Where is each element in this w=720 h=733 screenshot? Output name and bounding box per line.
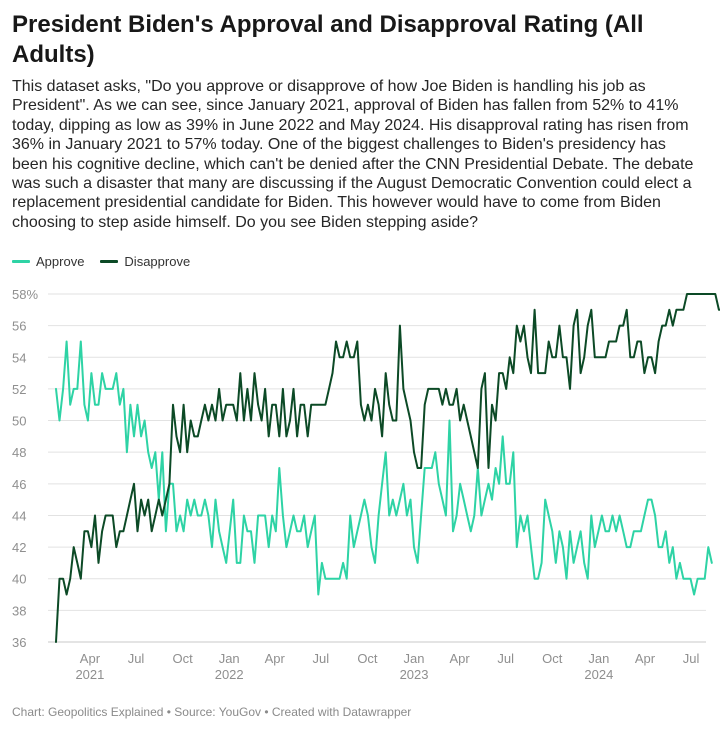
- legend-item-approve: Approve: [12, 254, 84, 269]
- y-tick-label: 46: [12, 477, 26, 492]
- series-line-disapprove: [55, 293, 720, 643]
- series-lines: [55, 293, 720, 643]
- x-tick-label: Apr: [635, 651, 656, 666]
- x-year-label: 2024: [584, 667, 613, 682]
- x-tick-label: Jan: [588, 651, 609, 666]
- x-tick-label: Apr: [80, 651, 101, 666]
- x-year-label: 2022: [215, 667, 244, 682]
- x-tick-label: Jan: [404, 651, 425, 666]
- y-tick-label: 40: [12, 572, 26, 587]
- y-tick-label: 56: [12, 319, 26, 334]
- y-tick-label: 54: [12, 350, 26, 365]
- chart-footer: Chart: Geopolitics Explained • Source: Y…: [12, 705, 412, 719]
- x-tick-label: Jul: [497, 651, 514, 666]
- x-tick-label: Apr: [449, 651, 470, 666]
- y-tick-label: 44: [12, 508, 26, 523]
- y-tick-label: 58%: [12, 287, 38, 302]
- x-tick-label: Jul: [313, 651, 330, 666]
- legend-swatch-disapprove: [100, 260, 119, 263]
- x-tick-label: Oct: [357, 651, 378, 666]
- legend-label-approve: Approve: [36, 254, 85, 269]
- y-tick-label: 50: [12, 414, 26, 429]
- legend-item-disapprove: Disapprove: [100, 254, 190, 269]
- x-tick-label: Jan: [219, 651, 240, 666]
- chart-description: This dataset asks, "Do you approve or di…: [12, 78, 694, 231]
- y-tick-label: 36: [12, 635, 26, 650]
- x-year-label: 2021: [75, 667, 104, 682]
- y-tick-label: 48: [12, 445, 26, 460]
- x-tick-label: Jul: [128, 651, 145, 666]
- legend-label-disapprove: Disapprove: [124, 254, 191, 269]
- x-tick-label: Apr: [265, 651, 286, 666]
- x-tick-label: Oct: [172, 651, 193, 666]
- chart-legend: Approve Disapprove: [12, 254, 190, 269]
- y-tick-label: 42: [12, 540, 26, 555]
- series-line-approve: [55, 340, 713, 596]
- y-tick-label: 52: [12, 382, 26, 397]
- chart-title: President Biden's Approval and Disapprov…: [12, 11, 644, 68]
- x-tick-label: Jul: [683, 651, 700, 666]
- y-tick-label: 38: [12, 603, 26, 618]
- x-year-label: 2023: [400, 667, 429, 682]
- x-tick-label: Oct: [542, 651, 563, 666]
- legend-swatch-approve: [12, 260, 30, 263]
